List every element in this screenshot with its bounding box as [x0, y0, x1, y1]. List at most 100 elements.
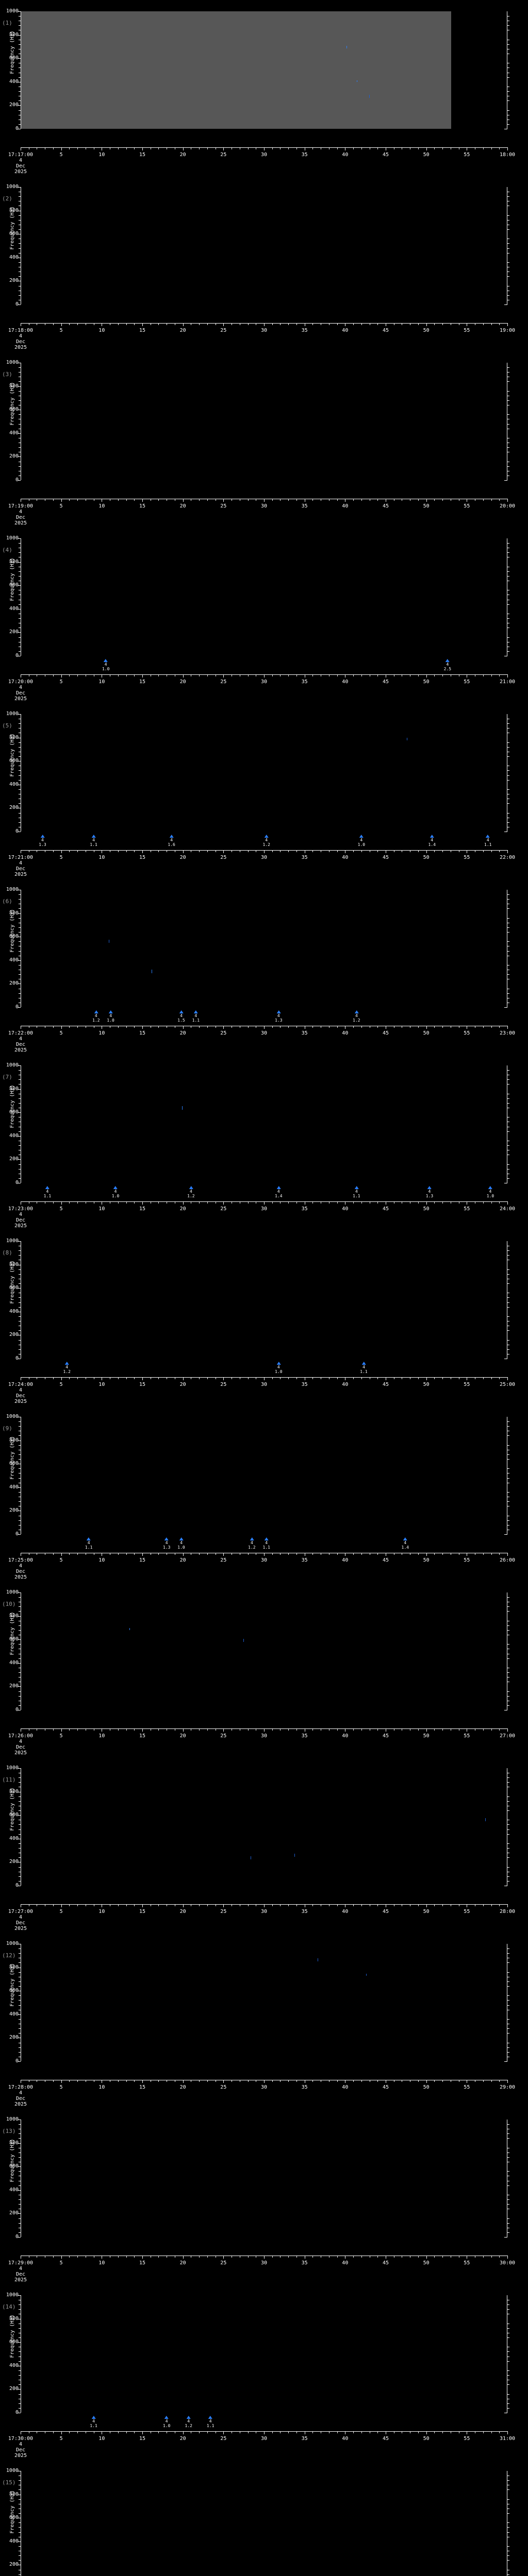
earthquake-event-marker[interactable]: 4 1.5	[177, 1010, 185, 1023]
spectrogram-plot-area[interactable]	[21, 1417, 507, 1534]
x-tick-minor	[491, 323, 492, 325]
earthquake-event-marker[interactable]: 4 1.0	[102, 659, 109, 671]
earthquake-event-marker[interactable]: 4 1.1	[85, 1537, 92, 1550]
earthquake-event-marker[interactable]: 4 1.1	[207, 2416, 214, 2428]
earthquake-event-marker[interactable]: 4 2.5	[444, 659, 451, 671]
x-tick-label: 35	[301, 152, 308, 158]
spectrogram-plot-area[interactable]	[21, 11, 507, 129]
earthquake-event-marker[interactable]: 4 1.0	[112, 1186, 119, 1198]
spectrogram-plot-area[interactable]	[21, 714, 507, 832]
spectrogram-plot-area[interactable]	[21, 363, 507, 480]
earthquake-event-marker[interactable]: 4 1.1	[262, 1537, 270, 1550]
x-axis-start-label: 17:27:00 4 Dec 2025	[8, 1909, 33, 1931]
spectrogram-plot-area[interactable]	[21, 890, 507, 1007]
spectrogram-plot-area[interactable]	[21, 2120, 507, 2237]
x-tick-minor	[118, 323, 119, 325]
y-minor-tick	[19, 2480, 21, 2481]
y-minor-tick	[19, 618, 21, 619]
earthquake-event-marker[interactable]: 4 1.1	[484, 835, 491, 847]
spectrogram-plot-area[interactable]	[21, 1768, 507, 1886]
earthquake-event-marker[interactable]: 4 1.0	[107, 1010, 114, 1023]
spectrogram-plot-area[interactable]	[21, 2471, 507, 2576]
earthquake-event-marker[interactable]: 4 1.2	[248, 1537, 256, 1550]
spectrogram-plot-area[interactable]	[21, 538, 507, 656]
earthquake-event-marker[interactable]: 4 1.0	[487, 1186, 494, 1198]
spectrogram-plot-area[interactable]	[21, 2295, 507, 2413]
earthquake-event-marker[interactable]: 4 1.2	[92, 1010, 100, 1023]
earthquake-event-marker[interactable]: 4 1.0	[163, 2416, 170, 2428]
spectrogram-plot-area[interactable]	[21, 1944, 507, 2061]
earthquake-event-marker[interactable]: 4 1.2	[262, 835, 270, 847]
y-minor-tick-right	[507, 2532, 509, 2533]
earthquake-event-marker[interactable]: 4 1.2	[63, 1362, 71, 1374]
x-tick-label: 25	[220, 328, 227, 333]
triangle-icon	[427, 1186, 432, 1189]
y-minor-tick-right	[507, 2133, 509, 2134]
earthquake-event-marker[interactable]: 4 1.0	[358, 835, 365, 847]
x-tick-minor	[337, 1728, 338, 1731]
triangle-icon	[430, 835, 434, 838]
x-tick-label: 20	[179, 1733, 186, 1739]
earthquake-event-marker[interactable]: 4 1.4	[275, 1186, 283, 1198]
x-tick-minor	[442, 147, 443, 149]
earthquake-event-marker[interactable]: 4 1.1	[44, 1186, 51, 1198]
earthquake-event-marker[interactable]: 4 1.3	[39, 835, 46, 847]
spectrogram-plot-area[interactable]	[21, 1241, 507, 1359]
y-tick-label: 400	[9, 2011, 19, 2017]
x-tick-minor	[499, 499, 500, 501]
x-tick-minor	[158, 1377, 159, 1379]
y-minor-tick-right	[507, 391, 509, 392]
x-tick-minor	[442, 323, 443, 325]
earthquake-event-marker[interactable]: 4 1.1	[360, 1362, 368, 1374]
y-tick-mark	[18, 714, 21, 715]
earthquake-event-marker[interactable]: 4 1.2	[185, 2416, 192, 2428]
x-tick-minor	[207, 1553, 208, 1555]
event-magnitude-label: 1.1	[360, 1369, 368, 1374]
x-tick-label: 25	[220, 2260, 227, 2266]
earthquake-event-marker[interactable]: 4 1.1	[90, 2416, 97, 2428]
x-tick-minor	[272, 2431, 273, 2433]
x-tick-minor	[296, 850, 297, 852]
x-tick-major	[142, 674, 143, 677]
y-minor-tick	[19, 1995, 21, 1996]
y-minor-tick	[19, 918, 21, 919]
earthquake-event-marker[interactable]: 4 1.3	[163, 1537, 170, 1550]
spectrogram-plot-area[interactable]	[21, 187, 507, 304]
earthquake-event-marker[interactable]: 4 1.4	[428, 835, 436, 847]
y-tick-label: 200	[9, 2386, 19, 2392]
y-tick-mark	[18, 1663, 21, 1664]
earthquake-event-marker[interactable]: 4 1.0	[275, 1362, 283, 1374]
x-start-month: Dec	[15, 1744, 26, 1750]
earthquake-event-marker[interactable]: 4 1.3	[275, 1010, 283, 1023]
y-tick-label: 600	[9, 406, 19, 413]
spectrogram-panel: (13) Frequency (Hz) 1000 800 600 400 200 0 17:29…	[0, 2108, 528, 2284]
earthquake-event-marker[interactable]: 4 1.4	[402, 1537, 409, 1550]
event-magnitude-label: 2.5	[443, 667, 452, 671]
x-start-day: 4	[19, 1563, 23, 1569]
earthquake-event-marker[interactable]: 4 1.6	[168, 835, 175, 847]
x-tick-minor	[199, 1904, 200, 1906]
spectrogram-plot-area[interactable]	[21, 1065, 507, 1183]
earthquake-event-marker[interactable]: 4 1.2	[353, 1010, 360, 1023]
earthquake-event-marker[interactable]: 4 1.0	[177, 1537, 185, 1550]
earthquake-event-marker[interactable]: 4 1.1	[192, 1010, 200, 1023]
x-tick-minor	[361, 2256, 362, 2258]
x-tick-label: 20	[179, 328, 186, 333]
earthquake-event-marker[interactable]: 4 1.1	[90, 835, 97, 847]
y-minor-tick-right	[507, 2394, 509, 2395]
earthquake-event-marker[interactable]: 4 1.3	[426, 1186, 433, 1198]
x-start-time: 17:17:00	[8, 152, 34, 158]
y-minor-tick	[19, 1597, 21, 1598]
earthquake-event-marker[interactable]: 4 1.2	[187, 1186, 195, 1198]
y-tick-label: 1000	[6, 2292, 19, 2298]
spectrogram-plot-area[interactable]	[21, 1592, 507, 1710]
y-minor-tick	[19, 1302, 21, 1303]
triangle-icon	[45, 1186, 50, 1189]
x-tick-major	[61, 2431, 62, 2434]
y-minor-tick	[19, 812, 21, 814]
y-minor-tick	[19, 1625, 21, 1626]
x-tick-major	[264, 1728, 265, 1732]
y-tick-mark-right	[504, 1534, 507, 1535]
y-minor-tick-right	[507, 1995, 509, 1996]
earthquake-event-marker[interactable]: 4 1.1	[353, 1186, 360, 1198]
